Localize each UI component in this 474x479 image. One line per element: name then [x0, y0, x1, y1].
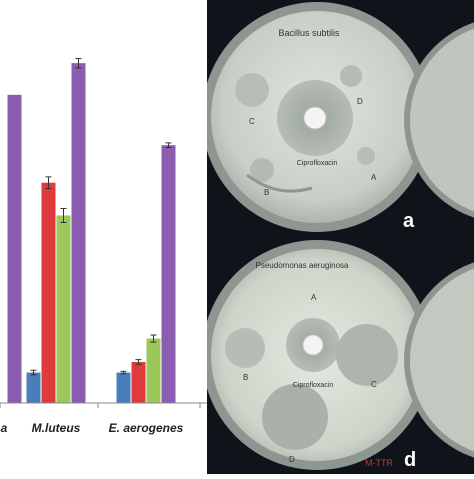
bottom-dish-well-b: B [243, 373, 248, 382]
bottom-dish-title: Pseudomonas aeruginosa [256, 261, 350, 270]
top-dish-zone-a [357, 147, 375, 165]
bar-s0-c1 [26, 372, 41, 403]
top-dish: Bacillus subtilis Ciprofloxacin C D B A … [202, 2, 474, 232]
bars-layer [7, 57, 176, 403]
bar-s1-c2 [131, 361, 146, 403]
error-bar-s2-c1 [60, 207, 67, 224]
top-dish-well-a: A [371, 173, 377, 182]
top-dish-well-b: B [264, 188, 269, 197]
panel-letter-a: a [403, 210, 415, 232]
error-bar-s1-c1 [45, 176, 52, 190]
bottom-dish-zone-c [336, 324, 398, 386]
bottom-right-dish-edge [404, 262, 474, 458]
petri-dish-photo-svg: Bacillus subtilis Ciprofloxacin C D B A … [202, 2, 474, 471]
error-bar-s3-c1 [75, 57, 82, 69]
error-bar-s0-c2 [120, 370, 127, 375]
top-dish-zone-b [250, 158, 274, 182]
bar-s3-c0 [7, 94, 22, 403]
bar-s1-c1 [41, 182, 56, 403]
top-dish-antibiotic-disc [303, 106, 327, 130]
bottom-dish-zone-b [225, 328, 265, 368]
top-dish-title: Bacillus subtilis [278, 28, 340, 38]
bottom-dish-zone-d [262, 384, 328, 450]
bar-s3-c1 [71, 63, 86, 403]
error-bar-s0-c1 [30, 369, 37, 376]
x-tick-label-0: a [1, 421, 8, 435]
bar-s3-c2 [161, 145, 176, 403]
error-bar-s2-c2 [150, 334, 157, 343]
bottom-dish-well-c: C [371, 380, 377, 389]
error-bar-s3-c2 [165, 142, 172, 149]
top-right-dish-edge [404, 22, 474, 218]
bottom-dish-antibiotic-disc [302, 334, 324, 356]
top-dish-colony-streak [246, 173, 313, 193]
bar-s0-c2 [116, 372, 131, 403]
x-tick-label-2: E. aerogenes [109, 421, 184, 435]
bar-s2-c1 [56, 215, 71, 403]
top-dish-zone-c [235, 73, 269, 107]
top-dish-center-label: Ciprofloxacin [297, 160, 338, 167]
bar-chart: a M.luteus E. aerogenes [0, 57, 207, 435]
bottom-dish-well-d: D [289, 455, 295, 464]
top-dish-well-c: C [249, 117, 255, 126]
x-tick-label-1: M.luteus [32, 421, 81, 435]
bottom-dish: Pseudomonas aeruginosa Ciprofloxacin A B… [202, 240, 474, 471]
top-dish-zone-d [340, 65, 362, 87]
panel-letter-d: d [404, 449, 416, 471]
error-bar-s1-c2 [135, 359, 142, 365]
bottom-dish-well-a: A [311, 293, 317, 302]
top-dish-well-d: D [357, 97, 363, 106]
bottom-dish-center-label: Ciprofloxacin [293, 382, 334, 389]
photo-stamp: M-TTR [365, 458, 393, 468]
petri-dish-photos: Bacillus subtilis Ciprofloxacin C D B A … [202, 0, 474, 474]
bar-s2-c2 [146, 338, 161, 403]
